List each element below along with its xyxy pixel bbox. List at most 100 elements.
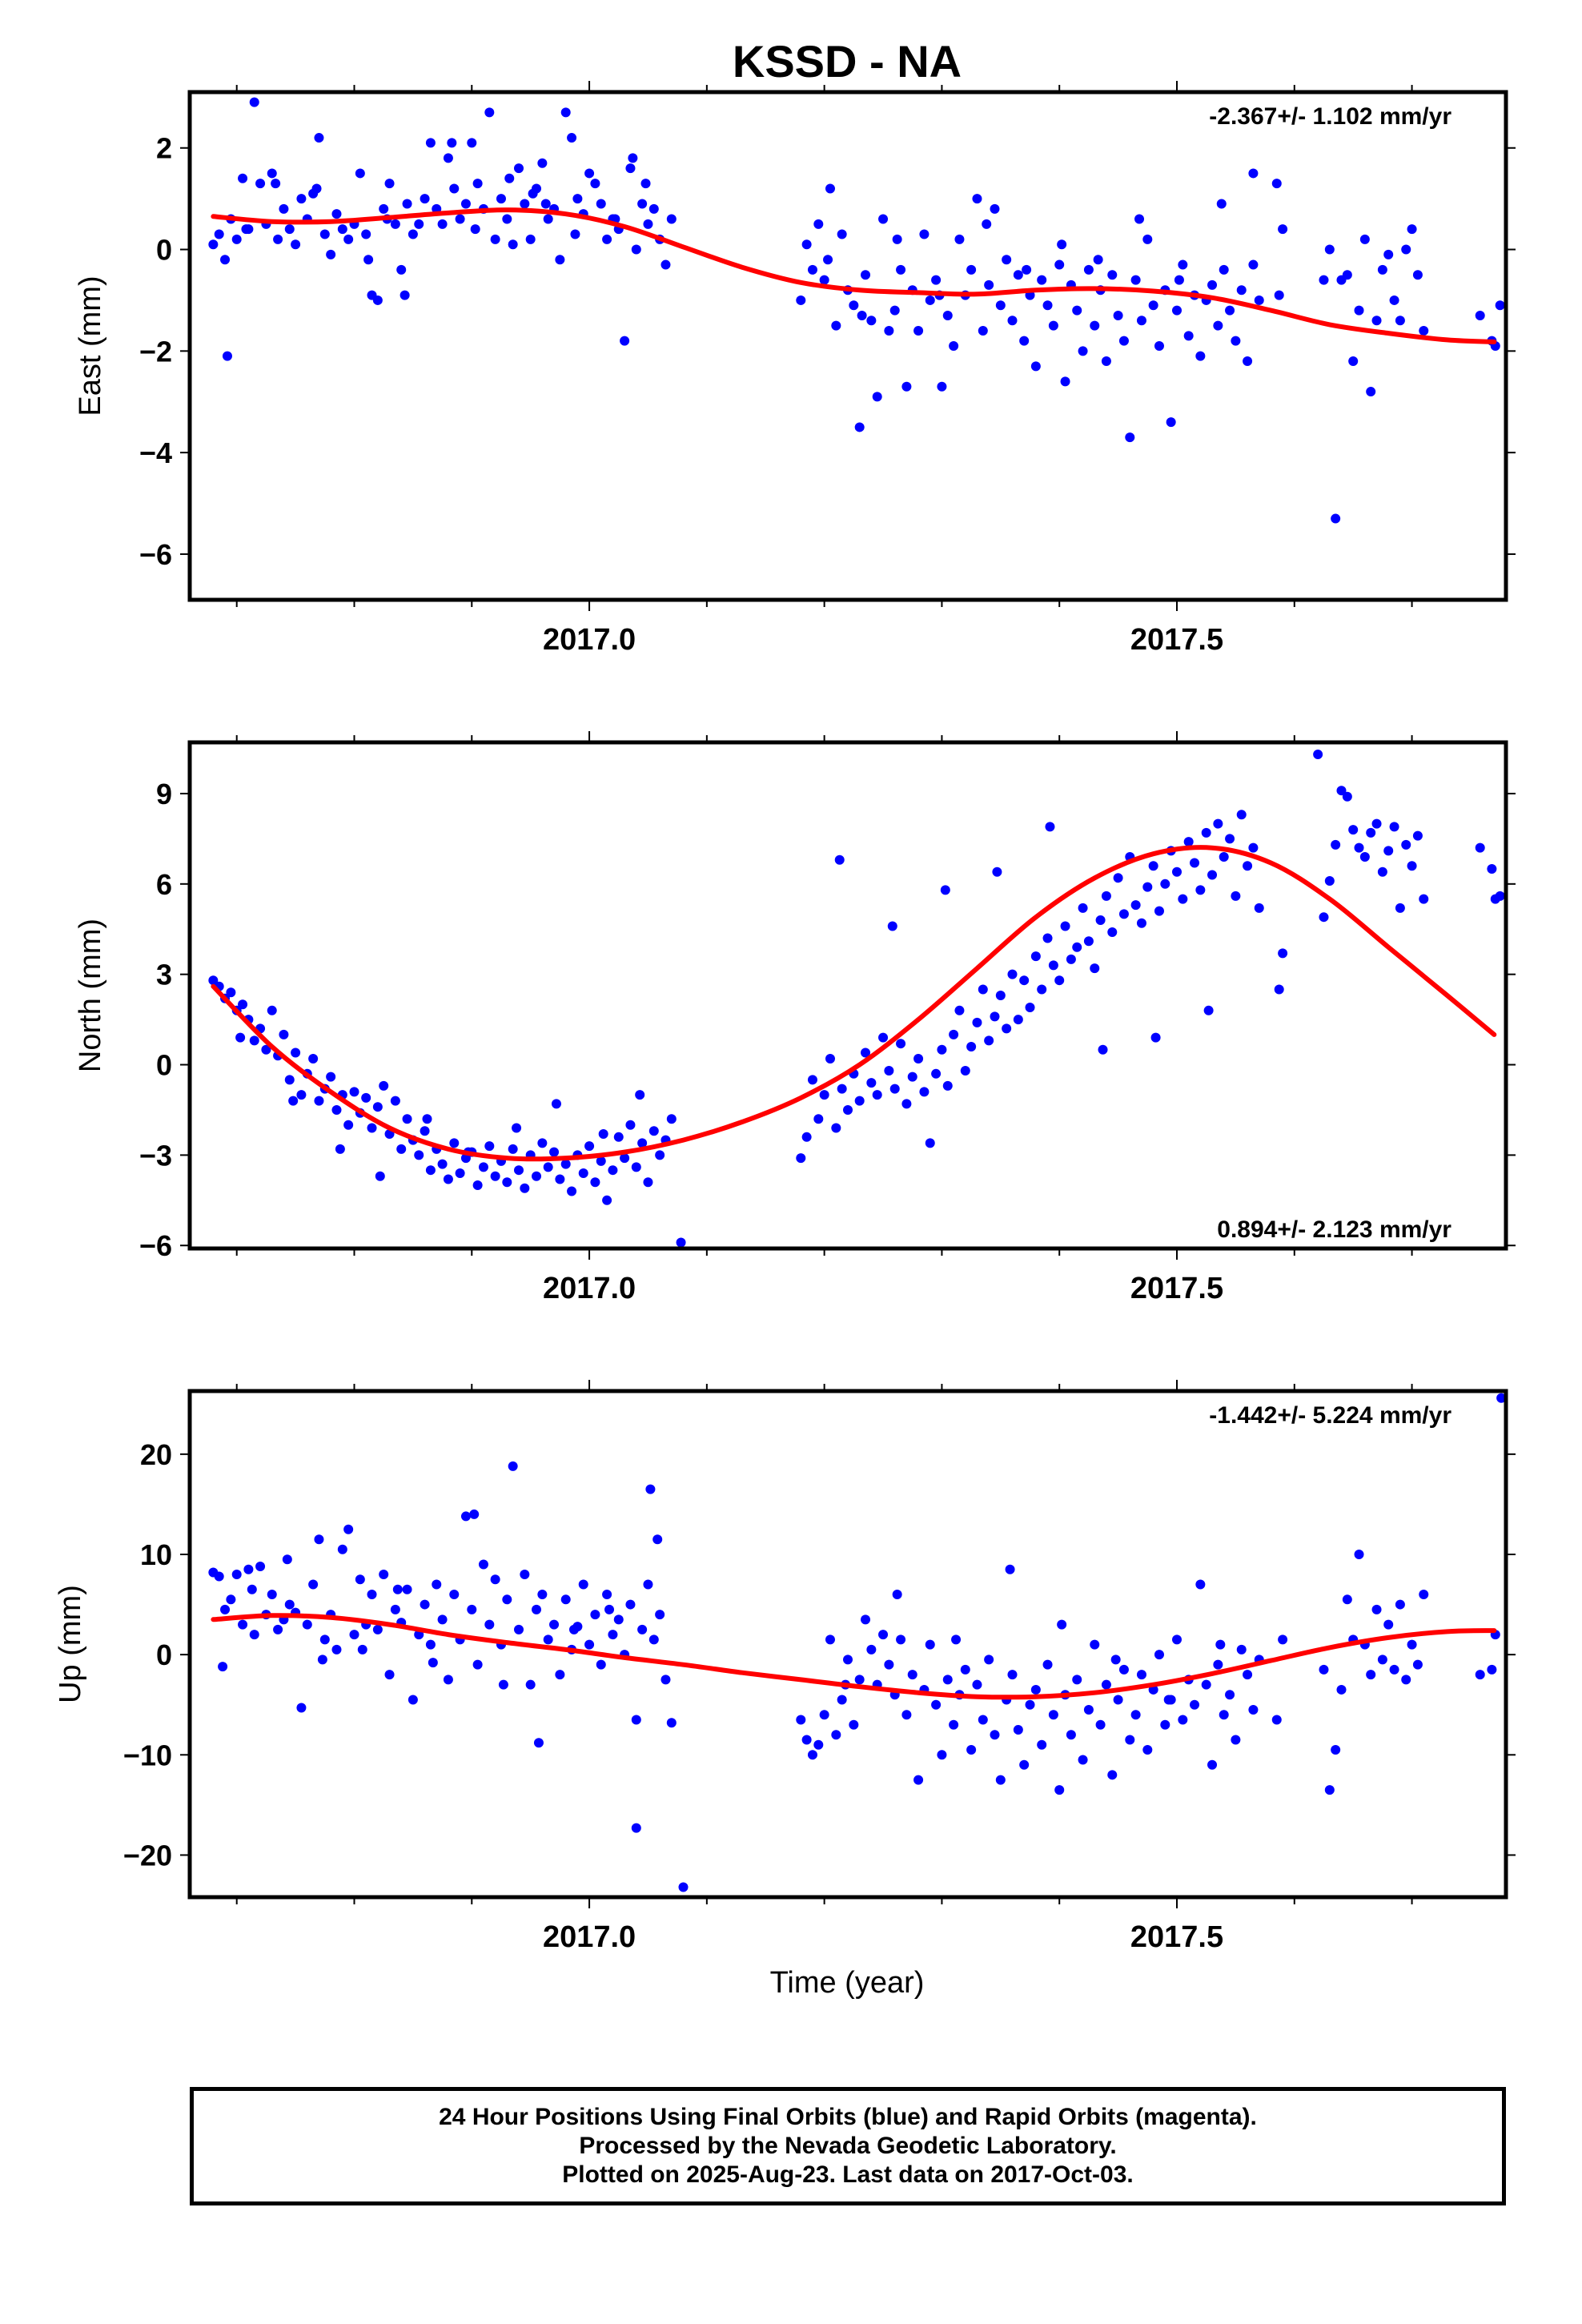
data-point bbox=[1207, 279, 1218, 290]
data-point bbox=[1178, 894, 1188, 904]
fit-curve-east bbox=[211, 207, 1497, 344]
data-point bbox=[866, 1078, 877, 1088]
data-point bbox=[1383, 1619, 1394, 1630]
data-point bbox=[676, 1237, 686, 1248]
data-point bbox=[1236, 285, 1247, 296]
data-point bbox=[249, 97, 259, 107]
data-point bbox=[995, 300, 1006, 311]
data-point bbox=[843, 1655, 853, 1665]
data-point bbox=[604, 1604, 615, 1614]
data-point bbox=[390, 1096, 400, 1106]
data-point bbox=[966, 264, 977, 275]
data-point bbox=[1248, 259, 1259, 270]
data-point bbox=[602, 1590, 612, 1600]
data-point bbox=[467, 138, 477, 148]
data-point bbox=[1354, 842, 1364, 853]
data-point bbox=[1066, 1730, 1076, 1740]
data-point bbox=[978, 984, 988, 995]
data-point bbox=[1383, 846, 1394, 856]
data-point bbox=[643, 1579, 653, 1590]
data-point bbox=[572, 194, 583, 204]
data-point bbox=[282, 1554, 292, 1565]
data-point bbox=[608, 1165, 618, 1176]
data-point bbox=[857, 310, 867, 320]
data-point bbox=[437, 1159, 448, 1169]
data-point bbox=[314, 133, 324, 143]
data-point bbox=[1154, 1650, 1164, 1660]
data-point bbox=[469, 1509, 480, 1519]
data-point bbox=[319, 229, 330, 239]
data-point bbox=[349, 1630, 359, 1640]
data-point bbox=[560, 1594, 571, 1605]
data-point bbox=[425, 1165, 436, 1176]
data-point bbox=[460, 1511, 471, 1522]
data-point bbox=[1101, 891, 1111, 901]
data-point bbox=[1030, 951, 1041, 962]
data-point bbox=[343, 1120, 354, 1130]
data-point bbox=[443, 153, 453, 163]
data-point bbox=[931, 1699, 942, 1710]
data-point bbox=[1278, 224, 1288, 235]
panel-north: 2017.0 2017.5 9 6 3 0 −3 −6 North (mm) 0.894+/- 2… bbox=[74, 731, 1516, 1305]
data-point bbox=[1389, 1664, 1399, 1675]
y-tick-label: 0 bbox=[156, 234, 172, 267]
data-point bbox=[528, 188, 538, 199]
data-point bbox=[913, 1054, 924, 1063]
data-point bbox=[648, 203, 659, 214]
data-point bbox=[1419, 1590, 1429, 1600]
data-point bbox=[1183, 837, 1194, 847]
data-point bbox=[1278, 1634, 1288, 1645]
data-point bbox=[1072, 305, 1082, 316]
data-point bbox=[1054, 975, 1065, 986]
data-point bbox=[625, 1120, 636, 1130]
data-point bbox=[355, 1574, 365, 1585]
data-point bbox=[925, 1639, 935, 1650]
y-tick-label: 9 bbox=[156, 778, 172, 810]
data-point bbox=[1401, 244, 1411, 255]
data-point bbox=[831, 1730, 841, 1740]
data-point bbox=[807, 264, 817, 275]
data-point bbox=[314, 1534, 324, 1545]
data-point bbox=[1107, 270, 1118, 280]
data-point bbox=[1160, 1719, 1170, 1730]
panel-up: 2017.0 2017.5 20 10 0 −10 −20 Up (mm) -1.442+/- … bbox=[54, 1380, 1516, 1954]
data-point bbox=[1383, 249, 1394, 259]
data-point bbox=[372, 1624, 383, 1634]
data-point bbox=[990, 1730, 1000, 1740]
data-point bbox=[1160, 879, 1170, 889]
data-point bbox=[1107, 1770, 1118, 1780]
data-point bbox=[666, 214, 677, 224]
data-point bbox=[432, 1579, 442, 1590]
data-point bbox=[1025, 1699, 1035, 1710]
data-point bbox=[640, 179, 651, 189]
data-point bbox=[296, 194, 307, 204]
data-point bbox=[425, 1639, 436, 1650]
data-point bbox=[1054, 259, 1065, 270]
data-point bbox=[1271, 1715, 1282, 1725]
data-point bbox=[367, 1590, 377, 1600]
y-tick-label: −6 bbox=[139, 538, 172, 571]
points-north bbox=[208, 750, 1505, 1248]
data-point bbox=[567, 1186, 577, 1196]
data-point bbox=[1057, 239, 1067, 250]
data-point bbox=[490, 234, 500, 244]
data-point bbox=[1331, 1745, 1341, 1755]
data-point bbox=[1248, 168, 1259, 179]
data-point bbox=[1342, 270, 1352, 280]
data-point bbox=[896, 1634, 906, 1645]
data-point bbox=[525, 1679, 536, 1690]
data-point bbox=[1495, 300, 1505, 311]
data-point bbox=[1419, 325, 1429, 336]
data-point bbox=[1148, 300, 1158, 311]
data-point bbox=[896, 264, 906, 275]
data-point bbox=[1377, 1655, 1387, 1665]
data-point bbox=[954, 1005, 965, 1015]
data-point bbox=[590, 1177, 600, 1188]
data-point bbox=[443, 1174, 453, 1184]
data-point bbox=[355, 168, 365, 179]
data-point bbox=[919, 1087, 930, 1097]
data-point bbox=[631, 1823, 641, 1833]
data-point bbox=[490, 1171, 500, 1181]
data-point bbox=[470, 224, 480, 235]
data-point bbox=[813, 219, 824, 229]
